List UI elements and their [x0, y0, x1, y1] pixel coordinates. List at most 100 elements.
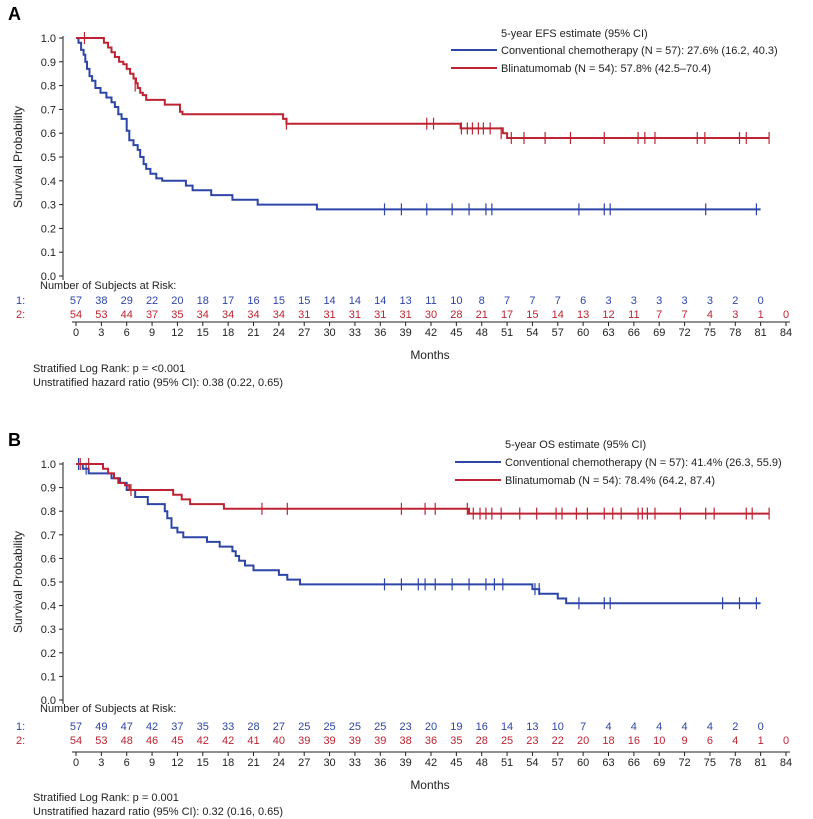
y-axis-label: Survival Probability: [11, 531, 25, 633]
risk-count-chemo: 3: [707, 295, 713, 307]
risk-count-blina: 20: [577, 735, 589, 747]
risk-count-blina: 10: [653, 735, 665, 747]
risk-count-chemo: 0: [758, 295, 764, 307]
x-tick-label: 9: [149, 327, 155, 339]
risk-count-blina: 0: [783, 309, 789, 321]
risk-count-chemo: 18: [197, 295, 209, 307]
risk-count-blina: 39: [323, 735, 335, 747]
x-tick-label: 66: [628, 327, 640, 339]
x-tick-label: 3: [98, 757, 104, 769]
x-tick-label: 39: [400, 757, 412, 769]
risk-count-blina: 46: [146, 735, 158, 747]
risk-count-blina: 42: [197, 735, 209, 747]
stat-note: Unstratified hazard ratio (95% CI): 0.32…: [33, 806, 283, 818]
risk-count-blina: 13: [577, 309, 589, 321]
x-tick-label: 15: [197, 327, 209, 339]
x-tick-label: 48: [476, 757, 488, 769]
risk-count-blina: 16: [628, 735, 640, 747]
x-tick-label: 63: [602, 757, 614, 769]
y-tick-label: 0.9: [41, 57, 56, 69]
risk-count-blina: 54: [70, 735, 82, 747]
y-tick-label: 0.7: [41, 104, 56, 116]
risk-count-chemo: 20: [425, 721, 437, 733]
x-tick-label: 69: [653, 327, 665, 339]
risk-count-blina: 48: [121, 735, 133, 747]
risk-count-chemo: 13: [526, 721, 538, 733]
x-tick-label: 45: [450, 757, 462, 769]
risk-count-chemo: 42: [146, 721, 158, 733]
risk-count-blina: 7: [682, 309, 688, 321]
risk-count-chemo: 6: [580, 295, 586, 307]
risk-count-chemo: 29: [121, 295, 133, 307]
x-tick-label: 33: [349, 327, 361, 339]
risk-count-chemo: 20: [171, 295, 183, 307]
risk-count-blina: 6: [707, 735, 713, 747]
x-tick-label: 0: [73, 757, 79, 769]
risk-count-chemo: 37: [171, 721, 183, 733]
risk-count-chemo: 14: [349, 295, 361, 307]
legend-label-blina: Blinatumomab (N = 54): 57.8% (42.5–70.4): [501, 63, 711, 75]
risk-count-chemo: 4: [656, 721, 662, 733]
x-tick-label: 57: [552, 757, 564, 769]
risk-count-chemo: 25: [298, 721, 310, 733]
y-tick-label: 0.2: [41, 648, 56, 660]
risk-row-label-chemo: 1:: [16, 721, 25, 733]
risk-count-chemo: 10: [552, 721, 564, 733]
x-axis-label: Months: [410, 778, 449, 792]
y-tick-label: 0.5: [41, 577, 56, 589]
x-tick-label: 30: [323, 327, 335, 339]
x-tick-label: 0: [73, 327, 79, 339]
risk-count-chemo: 28: [247, 721, 259, 733]
risk-count-blina: 17: [501, 309, 513, 321]
risk-count-blina: 35: [171, 309, 183, 321]
risk-count-chemo: 4: [631, 721, 637, 733]
risk-count-blina: 31: [400, 309, 412, 321]
risk-count-chemo: 17: [222, 295, 234, 307]
risk-row-label-blina: 2:: [16, 309, 25, 321]
risk-count-chemo: 3: [605, 295, 611, 307]
risk-count-chemo: 27: [273, 721, 285, 733]
x-tick-label: 18: [222, 757, 234, 769]
risk-count-blina: 31: [374, 309, 386, 321]
risk-count-blina: 44: [121, 309, 133, 321]
risk-count-blina: 12: [602, 309, 614, 321]
risk-count-blina: 39: [374, 735, 386, 747]
risk-count-chemo: 15: [298, 295, 310, 307]
y-tick-label: 0.5: [41, 152, 56, 164]
y-tick-label: 0.8: [41, 506, 56, 518]
risk-table-title: Number of Subjects at Risk:: [40, 280, 176, 292]
risk-count-blina: 39: [349, 735, 361, 747]
risk-count-chemo: 19: [450, 721, 462, 733]
risk-count-chemo: 4: [682, 721, 688, 733]
x-tick-label: 21: [247, 327, 259, 339]
risk-count-chemo: 22: [146, 295, 158, 307]
risk-count-blina: 53: [95, 309, 107, 321]
x-tick-label: 24: [273, 757, 285, 769]
x-tick-label: 78: [729, 327, 741, 339]
y-tick-label: 0.9: [41, 483, 56, 495]
x-tick-label: 12: [171, 327, 183, 339]
risk-count-chemo: 3: [656, 295, 662, 307]
risk-count-chemo: 25: [349, 721, 361, 733]
risk-count-blina: 11: [628, 309, 639, 321]
risk-count-blina: 53: [95, 735, 107, 747]
risk-count-blina: 42: [222, 735, 234, 747]
risk-count-blina: 35: [450, 735, 462, 747]
risk-count-chemo: 7: [504, 295, 510, 307]
y-tick-label: 0.4: [41, 176, 56, 188]
x-tick-label: 57: [552, 327, 564, 339]
stat-note: Stratified Log Rank: p = 0.001: [33, 792, 179, 804]
x-tick-label: 6: [124, 327, 130, 339]
risk-count-blina: 36: [425, 735, 437, 747]
x-tick-label: 36: [374, 757, 386, 769]
x-tick-label: 60: [577, 757, 589, 769]
risk-count-blina: 4: [707, 309, 713, 321]
risk-count-blina: 34: [273, 309, 285, 321]
risk-count-chemo: 2: [732, 721, 738, 733]
y-tick-label: 0.1: [41, 247, 56, 259]
x-tick-label: 54: [526, 757, 538, 769]
risk-count-chemo: 57: [70, 295, 82, 307]
risk-count-blina: 41: [247, 735, 259, 747]
risk-count-chemo: 47: [121, 721, 133, 733]
risk-count-chemo: 3: [631, 295, 637, 307]
